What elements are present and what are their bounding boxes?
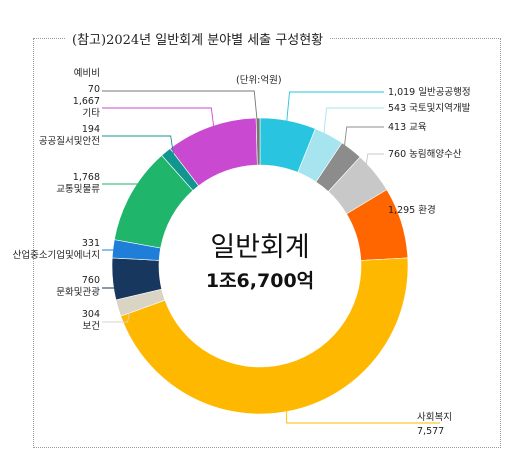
leader-12 — [102, 107, 216, 140]
slice-13 — [255, 117, 261, 166]
slice-label-3: 413 교육 — [388, 122, 427, 133]
leader-lines — [102, 90, 440, 424]
leader-13 — [102, 90, 259, 133]
donut-slices — [111, 117, 409, 415]
slice-value-8: 760 — [82, 275, 100, 286]
leader-4 — [363, 153, 384, 182]
leader-7 — [102, 304, 132, 323]
slice-label-1: 1,019 일반공공행정 — [388, 86, 471, 98]
slice-value-10: 1,768 — [73, 172, 100, 183]
slice-name-10: 교통및물류 — [56, 183, 100, 195]
slice-6 — [120, 257, 409, 415]
slice-labels: 1,019 일반공공행정 543 국토및지역개발 413 교육 760 농림해양수산 1… — [13, 68, 471, 437]
slice-name-11: 공공질서및안전 — [39, 135, 100, 147]
unit-label: (단위:억원) — [236, 74, 282, 86]
center-value: 1조6,700억 — [206, 270, 314, 292]
leader-3 — [342, 126, 384, 161]
chart-title: (참고)2024년 일반회계 분야별 세출 구성현황 — [66, 29, 330, 48]
leader-1 — [285, 91, 384, 135]
slice-value-6: 7,577 — [417, 426, 444, 437]
slice-label-2: 543 국토및지역개발 — [388, 102, 471, 114]
slice-name-9: 산업중소기업및에너지 — [13, 249, 100, 261]
slice-value-7: 304 — [82, 309, 100, 320]
leader-10 — [102, 183, 144, 201]
slice-name-8: 문화및관광 — [56, 286, 100, 298]
slice-name-13: 예비비 — [74, 68, 100, 79]
slice-label-4: 760 농림해양수산 — [388, 148, 462, 160]
slice-name-12: 기타 — [83, 108, 101, 119]
leader-11 — [102, 135, 176, 163]
slice-value-9: 331 — [82, 238, 100, 249]
slice-label-5: 1,295 환경 — [388, 204, 436, 216]
leader-2 — [322, 107, 384, 148]
slice-value-11: 194 — [82, 124, 100, 135]
slice-name-6: 사회복지 — [417, 412, 452, 423]
slice-value-12: 1,667 — [73, 96, 100, 107]
leader-8 — [102, 277, 127, 289]
leader-5 — [384, 209, 393, 227]
leader-6 — [286, 397, 440, 424]
slice-value-13: 70 — [88, 84, 100, 95]
center-title: 일반회계 — [210, 232, 309, 263]
slice-name-7: 보건 — [83, 321, 100, 332]
